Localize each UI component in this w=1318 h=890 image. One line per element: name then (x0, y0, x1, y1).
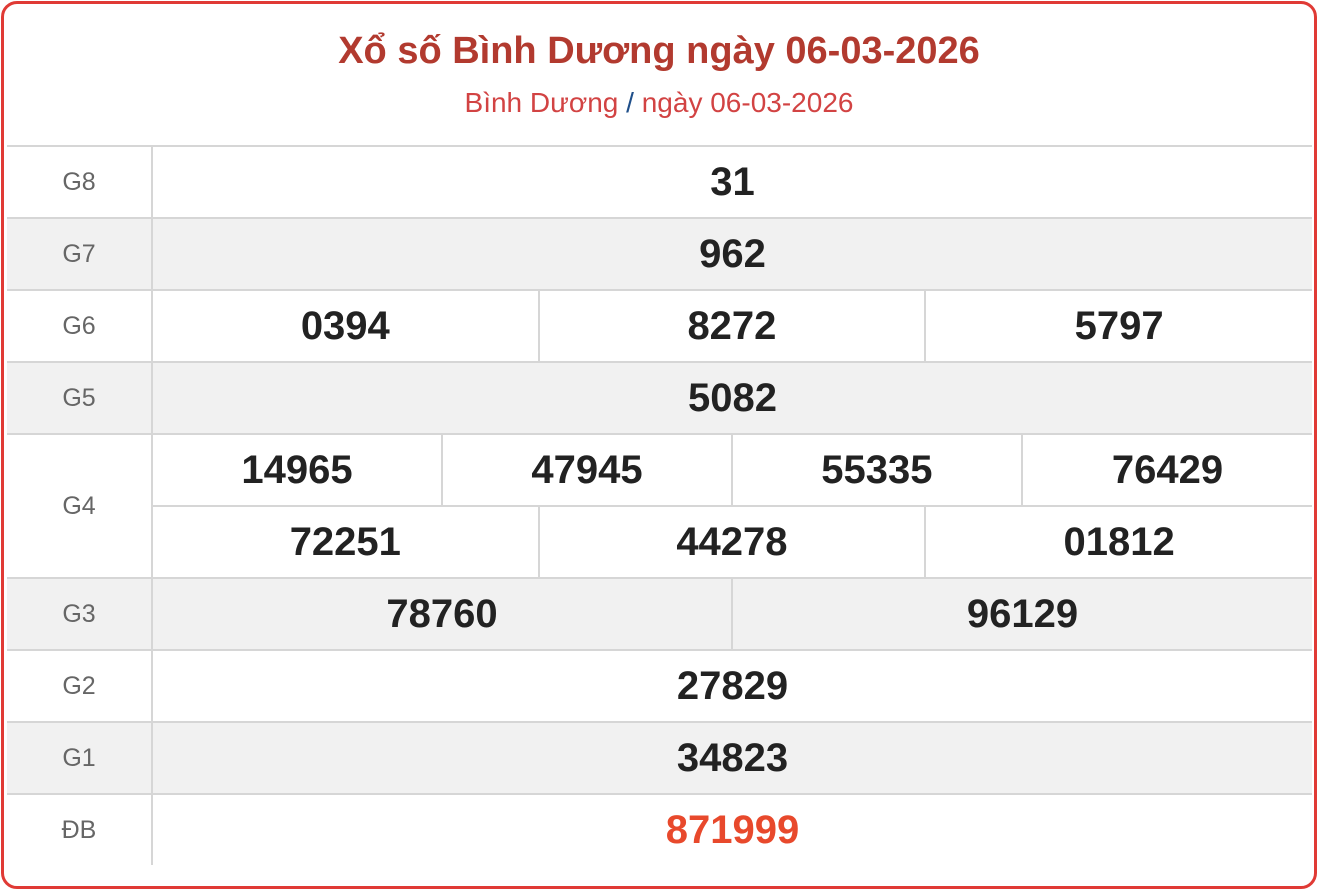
page-title: Xổ số Bình Dương ngày 06-03-2026 (338, 30, 980, 72)
results-table: G8 31 G7 962 G6 0394 8272 5797 G5 5082 G… (7, 145, 1312, 865)
special-prize-number: 871999 (151, 793, 1312, 865)
prize-number: 44278 (537, 505, 927, 579)
prize-label: G8 (7, 145, 153, 219)
prize-row-g3: G3 78760 96129 (7, 577, 1312, 651)
prize-number: 962 (151, 217, 1312, 291)
prize-number: 0394 (151, 289, 540, 363)
prize-row-g1: G1 34823 (7, 721, 1312, 795)
prize-row-g2: G2 27829 (7, 649, 1312, 723)
prize-number: 78760 (151, 577, 733, 651)
prize-label: G3 (7, 577, 153, 651)
prize-number: 72251 (151, 505, 540, 579)
prize-number: 01812 (924, 505, 1312, 579)
prize-label: G7 (7, 217, 153, 291)
result-header: Xổ số Bình Dương ngày 06-03-2026 Bình Dư… (4, 4, 1314, 145)
prize-row-special: ĐB 871999 (7, 793, 1312, 865)
prize-row-g6: G6 0394 8272 5797 (7, 289, 1312, 363)
prize-number: 27829 (151, 649, 1312, 723)
prize-row-g5: G5 5082 (7, 361, 1312, 435)
prize-number: 14965 (151, 433, 443, 507)
prize-number: 31 (151, 145, 1312, 219)
breadcrumb: Bình Dương / ngày 06-03-2026 (4, 86, 1314, 120)
prize-number: 34823 (151, 721, 1312, 795)
prize-label: G5 (7, 361, 153, 435)
prize-label: G6 (7, 289, 153, 363)
prize-number: 96129 (730, 577, 1312, 651)
breadcrumb-separator: / (626, 87, 634, 118)
prize-number: 76429 (1020, 433, 1312, 507)
prize-number: 5082 (151, 361, 1312, 435)
prize-label: ĐB (7, 793, 153, 865)
prize-label: G2 (7, 649, 153, 723)
breadcrumb-province-link[interactable]: Bình Dương (464, 87, 619, 118)
prize-row-g8: G8 31 (7, 145, 1312, 219)
prize-number: 47945 (440, 433, 733, 507)
breadcrumb-date-link[interactable]: ngày 06-03-2026 (641, 87, 854, 118)
prize-row-g4-second: 72251 44278 01812 (7, 505, 1312, 579)
prize-row-g4: G4 14965 47945 55335 76429 (7, 433, 1312, 579)
prize-number: 8272 (537, 289, 927, 363)
prize-number: 5797 (924, 289, 1312, 363)
prize-label: G1 (7, 721, 153, 795)
prize-number: 55335 (730, 433, 1023, 507)
prize-row-g7: G7 962 (7, 217, 1312, 291)
prize-label: G4 (7, 433, 153, 579)
